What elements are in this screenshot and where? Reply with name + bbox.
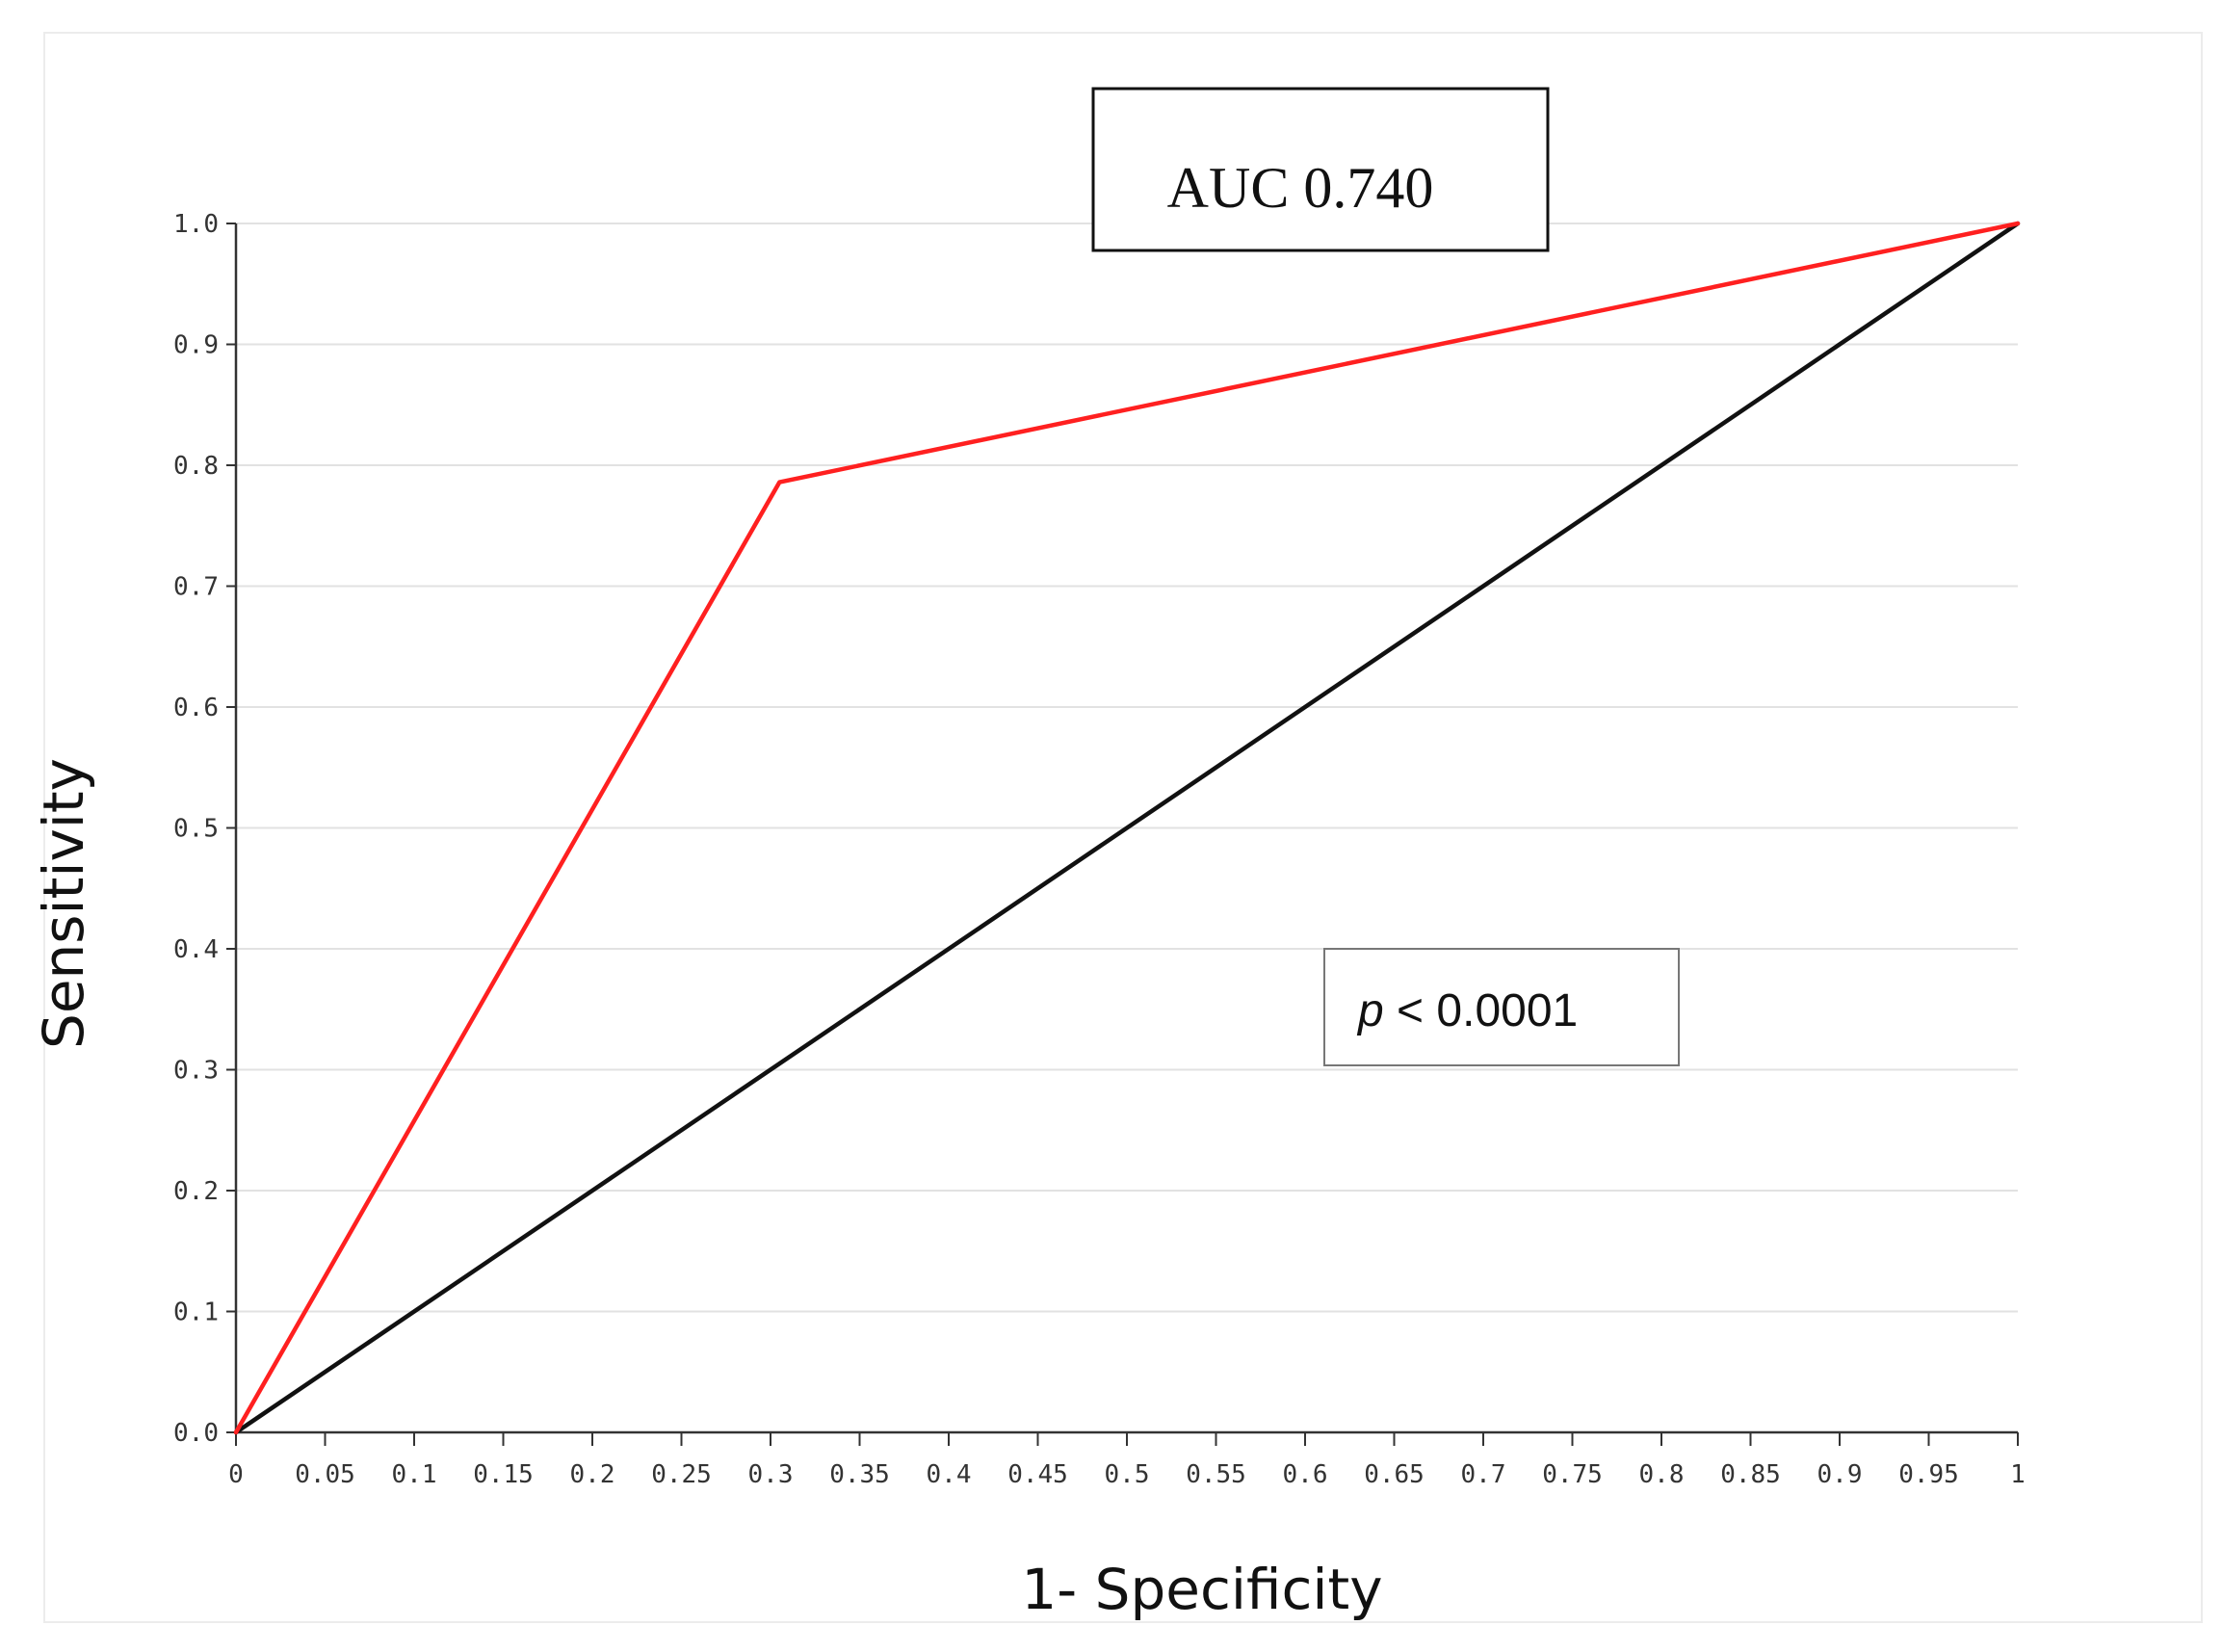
y-tick-label-0.9: 0.9 [173,331,219,360]
x-tick-label-0.7: 0.7 [1461,1460,1506,1489]
y-tick-label-0.2: 0.2 [173,1177,219,1206]
p-value-symbol: p [1356,985,1384,1036]
y-tick-label-0.6: 0.6 [173,694,219,722]
auc-label: AUC 0.740 [1167,156,1434,220]
x-tick-label-0.4: 0.4 [927,1460,972,1489]
x-tick-label-1: 1 [2010,1460,2026,1489]
x-tick-label-0: 0 [228,1460,244,1489]
x-tick-label-0.45: 0.45 [1007,1460,1068,1489]
y-tick-label-0.0: 0.0 [173,1419,219,1448]
x-tick-label-0.05: 0.05 [295,1460,355,1489]
x-tick-label-0.9: 0.9 [1817,1460,1863,1489]
y-tick-label-0.1: 0.1 [173,1298,219,1327]
y-tick-label-0.8: 0.8 [173,452,219,481]
x-tick-label-0.95: 0.95 [1898,1460,1959,1489]
axes [226,223,2019,1446]
y-tick-label-1.0: 1.0 [173,210,219,239]
x-tick-label-0.3: 0.3 [748,1460,794,1489]
x-tick-label-0.25: 0.25 [651,1460,712,1489]
p-value-label: p < 0.0001 [1356,985,1578,1036]
p-value-annotation-box: p < 0.0001 [1323,948,1680,1066]
x-tick-label-0.15: 0.15 [473,1460,534,1489]
y-tick-label-0.5: 0.5 [173,815,219,844]
x-tick-label-0.65: 0.65 [1364,1460,1425,1489]
series-lines [233,221,2021,1435]
y-tick-label-0.3: 0.3 [173,1057,219,1086]
x-tick-label-0.1: 0.1 [392,1460,437,1489]
y-tick-label-0.4: 0.4 [173,935,219,964]
x-tick-label-0.85: 0.85 [1720,1460,1781,1489]
auc-box-border [1091,87,1550,252]
x-axis-title: 1- Specificity [1021,1557,1382,1622]
x-tick-label-0.8: 0.8 [1639,1460,1685,1489]
x-tick-label-0.2: 0.2 [570,1460,615,1489]
auc-annotation-box: AUC 0.740 [1091,87,1550,252]
p-value-box-border [1323,948,1680,1066]
x-tick-label-0.35: 0.35 [829,1460,890,1489]
x-tick-label-0.5: 0.5 [1105,1460,1150,1489]
y-axis-title: Sensitivity [31,758,96,1049]
x-tick-label-0.75: 0.75 [1542,1460,1603,1489]
y-tick-label-0.7: 0.7 [173,573,219,602]
tick-labels: 0.0 0.1 0.2 0.3 0.4 0.5 0.6 0.7 0.8 0.9 1.0 0 0.05 0.… [173,210,2026,1489]
series-line-roc-curve [233,221,2021,1435]
x-tick-label-0.6: 0.6 [1283,1460,1328,1489]
p-value-threshold: < 0.0001 [1384,985,1579,1036]
series-line-reference-line [233,221,2021,1435]
x-tick-label-0.55: 0.55 [1186,1460,1246,1489]
